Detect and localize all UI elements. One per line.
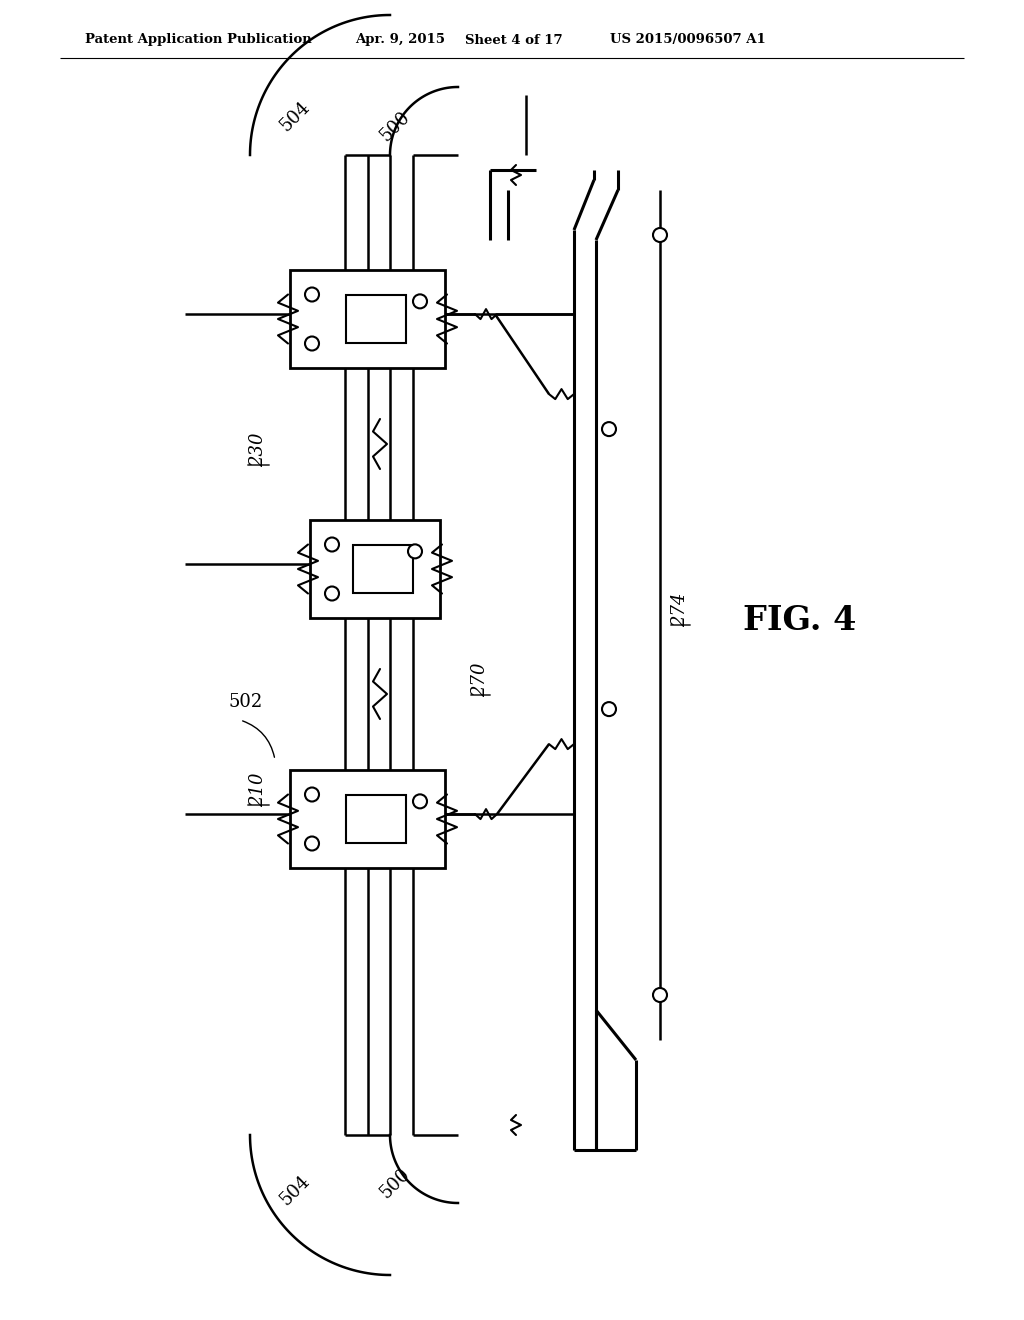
Text: Sheet 4 of 17: Sheet 4 of 17: [465, 33, 562, 46]
Circle shape: [305, 788, 319, 801]
Circle shape: [305, 337, 319, 351]
Text: Apr. 9, 2015: Apr. 9, 2015: [355, 33, 445, 46]
Bar: [310, 520, 440, 618]
Circle shape: [602, 422, 616, 436]
Text: 274: 274: [671, 593, 689, 627]
Text: 502: 502: [228, 693, 262, 711]
Circle shape: [305, 288, 319, 301]
Circle shape: [325, 586, 339, 601]
Circle shape: [408, 544, 422, 558]
Text: 230: 230: [249, 433, 267, 467]
Bar: [345, 294, 406, 343]
Circle shape: [305, 837, 319, 850]
Text: 500: 500: [377, 1166, 414, 1203]
Text: 504: 504: [276, 98, 313, 135]
Bar: [345, 795, 406, 843]
Bar: [353, 545, 413, 593]
Text: 500: 500: [377, 108, 414, 145]
Text: Patent Application Publication: Patent Application Publication: [85, 33, 311, 46]
Bar: [290, 770, 445, 869]
Circle shape: [413, 795, 427, 808]
Text: 210: 210: [249, 772, 267, 808]
Text: FIG. 4: FIG. 4: [743, 603, 857, 636]
Text: US 2015/0096507 A1: US 2015/0096507 A1: [610, 33, 766, 46]
Circle shape: [602, 702, 616, 715]
Bar: [290, 271, 445, 368]
Circle shape: [653, 987, 667, 1002]
Circle shape: [413, 294, 427, 309]
Text: 270: 270: [471, 663, 489, 697]
Circle shape: [653, 228, 667, 242]
Circle shape: [325, 537, 339, 552]
Text: 504: 504: [276, 1172, 313, 1209]
